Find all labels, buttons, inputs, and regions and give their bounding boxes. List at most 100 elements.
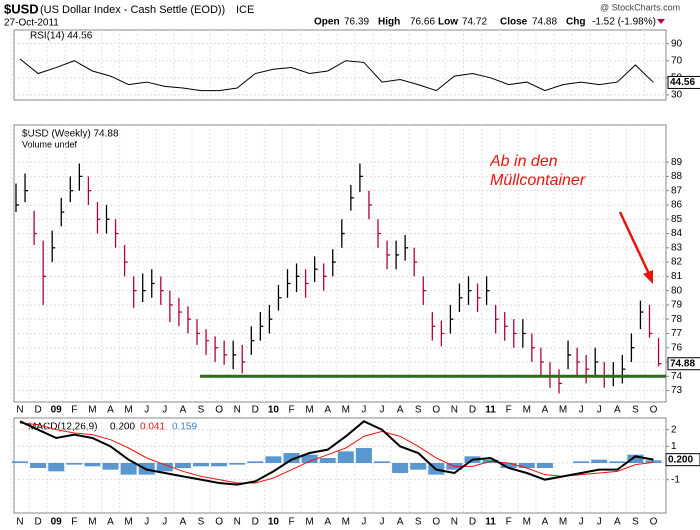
x-tick-label: A — [542, 517, 549, 528]
x-tick-label: A — [180, 517, 187, 528]
chart-title: (US Dollar Index - Cash Settle (EOD)) — [40, 4, 225, 16]
x-tick-label: S — [632, 517, 639, 528]
line — [19, 58, 654, 92]
x-tick-label: F — [71, 517, 77, 528]
last-value-box — [667, 75, 700, 89]
x-tick-label: D — [34, 517, 41, 528]
x-tick-label: O — [650, 517, 658, 528]
histogram-bar — [591, 459, 608, 463]
x-tick-label: A — [542, 405, 549, 416]
x-tick-label: D — [469, 517, 476, 528]
histogram-bar — [609, 461, 626, 463]
x-tick-label: 11 — [485, 517, 496, 528]
y-tick-label: 87 — [671, 185, 683, 196]
panel — [13, 29, 667, 101]
quote: Open 76.39 High 76.66 Low 74.72 Close 74.88 Chg -… — [314, 17, 656, 28]
quote-field: Chg — [566, 17, 585, 28]
x-tick-label: A — [614, 517, 621, 528]
y-tick-label: 81 — [671, 271, 683, 282]
date: 27-Oct-2011 — [4, 18, 59, 29]
y-tick-label: 79 — [671, 300, 683, 311]
histogram-bar — [573, 461, 590, 463]
y-tick-label: -1 — [671, 474, 680, 485]
y-tick-label: 86 — [671, 200, 683, 211]
quote-field: Low — [438, 17, 458, 28]
x-tick-label: M — [342, 405, 350, 416]
arrow-head — [643, 270, 653, 284]
y-tick-label: 2 — [671, 424, 677, 435]
watermark: @ StockCharts.com — [600, 2, 680, 12]
x-tick-label: N — [16, 405, 23, 416]
y-tick-label: 82 — [671, 257, 683, 268]
arrow — [618, 211, 652, 277]
x-tick-label: S — [415, 405, 422, 416]
y-tick-label: 88 — [671, 171, 683, 182]
x-tick-label: S — [198, 517, 205, 528]
x-tick-label: M — [559, 405, 567, 416]
y-tick-label: 76 — [671, 342, 683, 353]
y-tick-label: 30 — [671, 90, 683, 101]
last-value-box — [667, 357, 700, 371]
histogram-bar — [247, 461, 264, 463]
histogram-bar — [84, 463, 101, 467]
last-value-label: 74.88 — [670, 358, 695, 369]
histogram-bar — [102, 463, 119, 470]
x-tick-label: F — [288, 517, 294, 528]
quote-field: High — [378, 17, 400, 28]
x-tick-label: J — [144, 405, 149, 416]
macd-readout: 0.200 — [110, 422, 135, 433]
x-tick-label: M — [124, 405, 132, 416]
x-tick-label: O — [432, 405, 440, 416]
x-tick-label: M — [305, 517, 313, 528]
quote-field: 74.72 — [462, 17, 487, 28]
x-tick-label: 09 — [51, 405, 63, 416]
quote-field: 74.88 — [532, 17, 557, 28]
histogram-bar — [12, 461, 28, 463]
x-tick-label: 10 — [268, 517, 280, 528]
quote-field: Open — [314, 17, 340, 28]
quote-field: -1.52 (-1.98%) — [592, 17, 656, 28]
histogram-bar — [301, 454, 318, 463]
macd-legend: MACD(12,26,9) — [28, 422, 97, 433]
histogram-bar — [211, 463, 228, 467]
quote-field: 76.39 — [344, 17, 369, 28]
x-tick-label: D — [34, 405, 41, 416]
histogram-bar — [193, 463, 209, 467]
x-tick-label: D — [252, 405, 259, 416]
line — [19, 420, 654, 486]
x-tick-label: J — [361, 405, 366, 416]
x-tick-label: N — [234, 405, 241, 416]
macd-readout: 0.159 — [172, 422, 197, 433]
x-tick-label: J — [380, 405, 385, 416]
y-tick-label: 70 — [671, 55, 683, 66]
x-tick-label: A — [107, 405, 114, 416]
x-tick-label: A — [107, 517, 114, 528]
x-tick-label: S — [415, 517, 422, 528]
last-value-label: 44.56 — [670, 77, 695, 88]
x-tick-label: M — [523, 517, 531, 528]
histogram-bar — [174, 463, 191, 468]
x-tick-label: M — [124, 517, 132, 528]
y-tick-label: 83 — [671, 242, 683, 253]
annotation-box: Ab in den Müllcontainer — [490, 153, 586, 189]
x-tick-label: D — [252, 517, 259, 528]
x-tick-label: S — [632, 405, 639, 416]
histogram-bar — [229, 463, 246, 465]
x-tick-label: F — [506, 405, 512, 416]
y-tick-label: 85 — [671, 214, 683, 225]
x-tick-label: F — [288, 405, 294, 416]
x-tick-label: N — [234, 517, 241, 528]
x-tick-label: M — [559, 517, 567, 528]
macd-readout: 0.041 — [140, 422, 165, 433]
histogram-bar — [374, 461, 390, 463]
x-tick-label: A — [614, 405, 621, 416]
annotation: Ab in den Müllcontainer — [490, 153, 586, 189]
rsi-legend: RSI(14) 44.56 — [30, 31, 93, 42]
exchange: ICE — [236, 4, 254, 16]
histogram-bar — [283, 453, 300, 463]
chg-marker — [657, 19, 665, 24]
histogram-bar — [30, 463, 47, 468]
x-tick-label: M — [342, 517, 350, 528]
histogram-bar — [500, 463, 517, 468]
